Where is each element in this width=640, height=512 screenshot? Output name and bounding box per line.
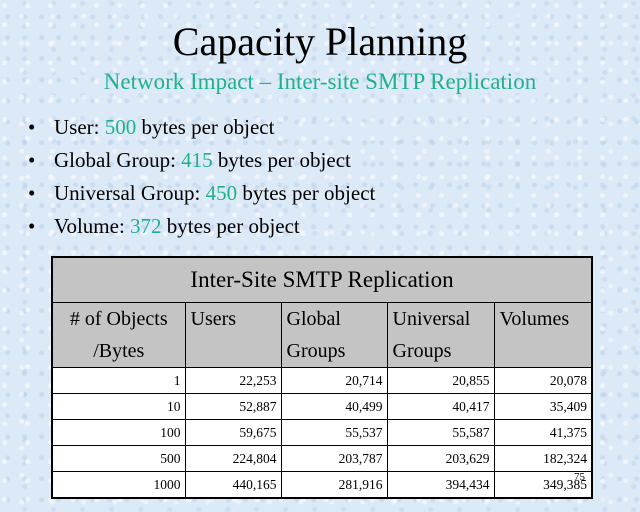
table-cell: 40,417 [386,393,495,420]
table-cell: 20,714 [280,367,388,394]
slide-title: Capacity Planning [172,19,468,64]
column-header-users: Users [184,302,282,368]
table-row: 10 52,887 40,499 40,417 35,409 [51,393,593,420]
table-cell: 203,629 [386,445,495,472]
table-cell: 394,434 [386,471,495,499]
table-cell: 1000 [51,471,186,499]
column-header-global-groups: Global Groups [280,302,388,368]
table-cell: 10 [51,393,186,420]
bullet-item-user: • User: 500 bytes per object [28,111,375,144]
bullet-icon: • [28,214,36,238]
header-line: Groups [286,340,346,362]
table-cell: 55,537 [280,419,388,446]
table-cell: 22,253 [184,367,282,394]
bullet-list: • User: 500 bytes per object • Global Grou… [28,111,375,243]
header-line: # of Objects [69,308,168,330]
table-cell: 500 [51,445,186,472]
header-line: Global [286,308,341,330]
replication-table: Inter-Site SMTP Replication # of Objects… [51,256,593,499]
header-line: /Bytes [93,340,145,362]
header-line: Users [190,308,237,330]
table-cell: 224,804 [184,445,282,472]
table-cell: 41,375 [493,419,593,446]
bullet-label: Universal Group: [54,181,206,205]
table-cell: 52,887 [184,393,282,420]
table-cell: 55,587 [386,419,495,446]
bullet-icon: • [28,181,36,205]
table-cell: 20,078 [493,367,593,394]
table-cell: 20,855 [386,367,495,394]
header-line: Universal [392,308,471,330]
bullet-label: User: [54,115,105,139]
table-cell: 182,324 [493,445,593,472]
table-cell: 35,409 [493,393,593,420]
bullet-item-global-group: • Global Group: 415 bytes per object [28,144,375,177]
header-line: Volumes [499,308,570,330]
table-row: 100 59,675 55,537 55,587 41,375 [51,419,593,446]
slide-subtitle: Network Impact – Inter-site SMTP Replica… [103,69,537,94]
bullet-value: 450 [205,181,238,205]
table-cell: 203,787 [280,445,388,472]
header-line: Groups [392,340,452,362]
page-number: 75 [574,471,585,483]
bullet-label: Volume: [54,214,131,238]
bullet-suffix: bytes per object [237,181,376,205]
table-cell: 100 [51,419,186,446]
table-cell: 40,499 [280,393,388,420]
bullet-suffix: bytes per object [136,115,275,139]
bullet-icon: • [28,148,36,172]
table-row: 1 22,253 20,714 20,855 20,078 [51,367,593,394]
table-cell: 59,675 [184,419,282,446]
bullet-item-universal-group: • Universal Group: 450 bytes per object [28,177,375,210]
bullet-value: 500 [104,115,137,139]
table-caption: Inter-Site SMTP Replication [51,256,593,303]
column-header-objects: # of Objects /Bytes [51,302,186,368]
bullet-value: 415 [181,148,213,172]
table-cell: 349,385 [493,471,593,499]
table-cell: 440,165 [184,471,282,499]
bullet-icon: • [28,115,36,139]
bullet-suffix: bytes per object [212,148,351,172]
table-cell: 1 [51,367,186,394]
table-cell: 281,916 [280,471,388,499]
table-row: 1000 440,165 281,916 394,434 349,385 [51,471,593,499]
table-row: 500 224,804 203,787 203,629 182,324 [51,445,593,472]
bullet-suffix: bytes per object [161,214,300,238]
column-header-universal-groups: Universal Groups [386,302,495,368]
bullet-value: 372 [130,214,162,238]
bullet-item-volume: • Volume: 372 bytes per object [28,210,375,243]
column-header-volumes: Volumes [493,302,593,368]
bullet-label: Global Group: [54,148,182,172]
